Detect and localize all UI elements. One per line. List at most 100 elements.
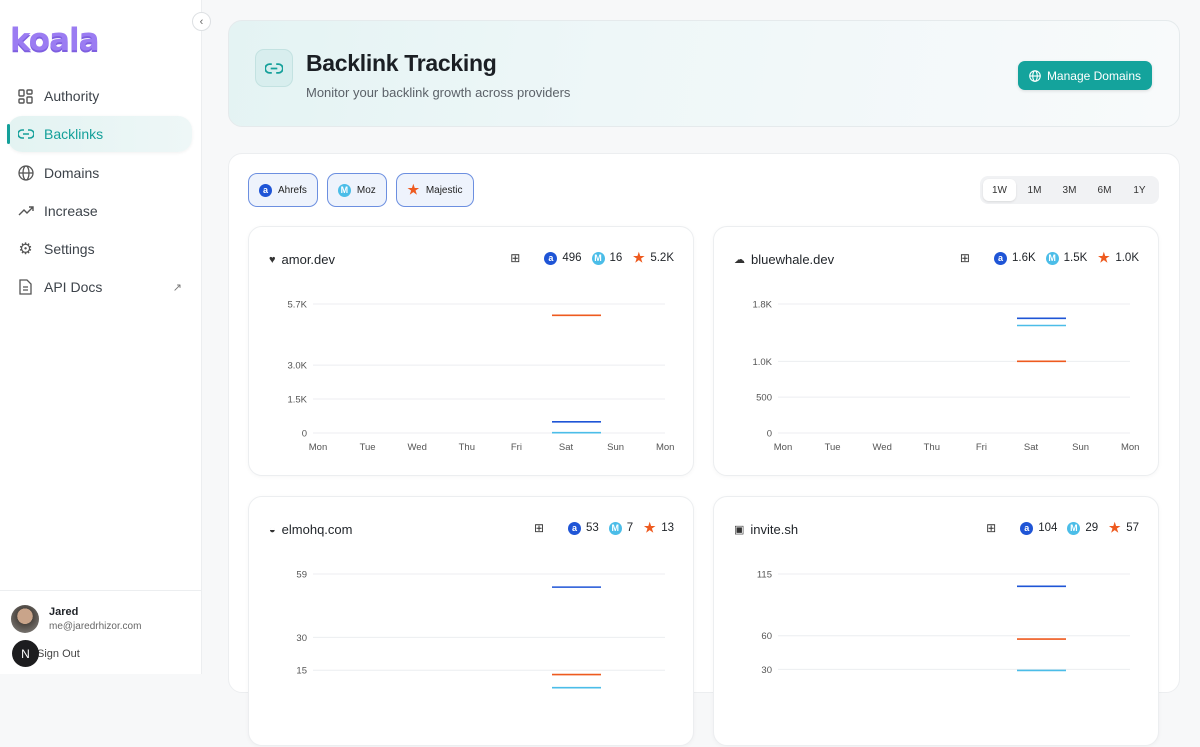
next-badge[interactable]: N (12, 640, 39, 667)
domain-stats: ⊞ a 104 M 29 ★ 57 (986, 520, 1139, 535)
ahrefs-icon: a (259, 183, 272, 197)
majestic-value: 57 (1126, 522, 1139, 534)
domain-chart-card: ♥ amor.dev ⊞ a 496 M 16 ★ 5.2K 0 1.5K 3.0K 5.7K M… (248, 226, 694, 476)
majestic-stat: ★ 57 (1108, 520, 1139, 535)
provider-ahrefs-toggle[interactable]: a Ahrefs (248, 173, 318, 207)
ahrefs-stat: a 53 (568, 521, 599, 535)
ahrefs-stat: a 496 (544, 251, 582, 265)
page-subtitle: Monitor your backlink growth across prov… (306, 85, 571, 100)
globe-icon (17, 164, 34, 181)
ahrefs-icon: a (1020, 521, 1034, 535)
sidebar-item-label: Domains (44, 164, 100, 181)
domain-label: bluewhale.dev (751, 252, 835, 267)
majestic-value: 1.0K (1115, 252, 1139, 264)
sidebar-item-label: API Docs (44, 279, 103, 296)
y-tick-label: 59 (296, 570, 307, 581)
trending-up-icon (17, 202, 34, 219)
y-tick-label: 15 (296, 666, 307, 677)
x-tick-label: Sun (1072, 442, 1089, 453)
collapse-sidebar-button[interactable]: ‹ (192, 12, 211, 31)
whale-icon: ☁ (734, 254, 745, 266)
x-tick-label: Mon (656, 442, 674, 453)
majestic-stat: ★ 13 (643, 520, 674, 535)
provider-filters: a Ahrefs M Moz ★ Majestic (248, 173, 474, 207)
domain-label: elmohq.com (281, 522, 353, 537)
time-range-selector: 1W 1M 3M 6M 1Y (980, 176, 1159, 204)
domain-label: invite.sh (750, 522, 799, 537)
range-6m[interactable]: 6M (1097, 184, 1112, 196)
x-tick-label: Tue (825, 442, 841, 453)
manage-domains-button[interactable]: Manage Domains (1017, 61, 1152, 90)
external-link-icon: ↗ (172, 281, 182, 294)
koala-logo[interactable]: koala (10, 22, 100, 58)
sidebar-item-increase[interactable]: Increase (8, 193, 192, 229)
sidebar-item-api-docs[interactable]: API Docs ↗ (8, 269, 192, 305)
range-1y[interactable]: 1Y (1133, 184, 1146, 196)
sidebar-item-domains[interactable]: Domains (8, 155, 192, 191)
domain-name: ◒ elmohq.com (269, 522, 352, 537)
x-tick-label: Wed (873, 442, 892, 453)
x-tick-label: Mon (309, 442, 327, 453)
majestic-star-icon: ★ (407, 182, 420, 197)
page-title: Backlink Tracking (306, 50, 497, 76)
moz-icon: M (608, 521, 622, 535)
backlink-chart: 0 500 1.0K 1.8K Mon Tue Wed Thu Fri Sat Sun Mon (752, 300, 1139, 454)
gear-icon: ⚙ (18, 241, 33, 259)
x-tick-label: Fri (976, 442, 987, 453)
y-tick-label: 115 (757, 570, 772, 581)
sidebar-item-label: Authority (44, 88, 100, 104)
moz-icon: M (337, 183, 351, 197)
user-name: Jared (49, 606, 79, 618)
link-icon (255, 49, 293, 87)
x-tick-label: Sun (607, 442, 624, 453)
range-3m[interactable]: 3M (1062, 184, 1077, 196)
avatar[interactable] (11, 605, 39, 633)
x-tick-label: Thu (924, 442, 940, 453)
x-tick-label: Thu (459, 442, 475, 453)
moz-value: 7 (626, 522, 634, 534)
sign-out-button[interactable]: Sign Out (37, 648, 80, 660)
sidebar-item-authority[interactable]: Authority (8, 78, 192, 114)
range-1w[interactable]: 1W (983, 179, 1016, 201)
majestic-star-icon: ★ (643, 520, 656, 535)
provider-majestic-toggle[interactable]: ★ Majestic (395, 173, 474, 207)
ahrefs-value: 53 (586, 522, 599, 534)
domain-stats: ⊞ a 1.6K M 1.5K ★ 1.0K (959, 250, 1139, 265)
moz-icon: M (1067, 521, 1081, 535)
y-tick-label: 0 (302, 429, 307, 440)
majestic-star-icon: ★ (1108, 520, 1121, 535)
add-note-icon[interactable]: ⊞ (986, 521, 997, 535)
domain-stats: ⊞ a 496 M 16 ★ 5.2K (510, 250, 674, 265)
x-tick-label: Wed (408, 442, 427, 453)
majestic-star-icon: ★ (633, 250, 645, 265)
provider-label: Majestic (425, 184, 463, 196)
add-note-icon[interactable]: ⊞ (533, 521, 544, 535)
add-note-icon[interactable]: ⊞ (959, 251, 970, 265)
add-note-icon[interactable]: ⊞ (510, 251, 521, 265)
link-icon (17, 126, 34, 143)
page-header: Backlink Tracking Monitor your backlink … (228, 20, 1180, 127)
sidebar-item-backlinks[interactable]: Backlinks (7, 116, 192, 153)
domain-chart-card: ☁ bluewhale.dev ⊞ a 1.6K M 1.5K ★ 1.0K 0 500 1.… (713, 226, 1159, 476)
user-email: me@jaredrhizor.com (49, 621, 142, 632)
heart-icon: ♥ (269, 253, 276, 266)
moz-icon: M (1045, 251, 1059, 265)
moz-stat: M 29 (1067, 521, 1099, 535)
provider-moz-toggle[interactable]: M Moz (326, 173, 387, 207)
moz-stat: M 16 (591, 251, 622, 265)
majestic-value: 13 (661, 522, 674, 534)
domain-chart-card: ▣ invite.sh ⊞ a 104 M 29 ★ 57 30 60 115 (713, 496, 1159, 746)
ahrefs-icon: a (568, 521, 581, 535)
range-1m[interactable]: 1M (1027, 184, 1042, 196)
x-tick-label: Sat (559, 442, 574, 453)
moz-value: 1.5K (1063, 252, 1088, 264)
majestic-star-icon: ★ (1098, 250, 1110, 265)
moz-value: 29 (1085, 522, 1099, 534)
sidebar-nav: Authority Backlinks Domains Increase ⚙ Se… (7, 78, 192, 308)
x-tick-label: Fri (511, 442, 522, 453)
sidebar-item-settings[interactable]: ⚙ Settings (8, 231, 192, 267)
backlink-chart: 0 1.5K 3.0K 5.7K Mon Tue Wed Thu Fri Sat Sun Mon (287, 300, 674, 454)
ahrefs-icon: a (544, 251, 558, 265)
